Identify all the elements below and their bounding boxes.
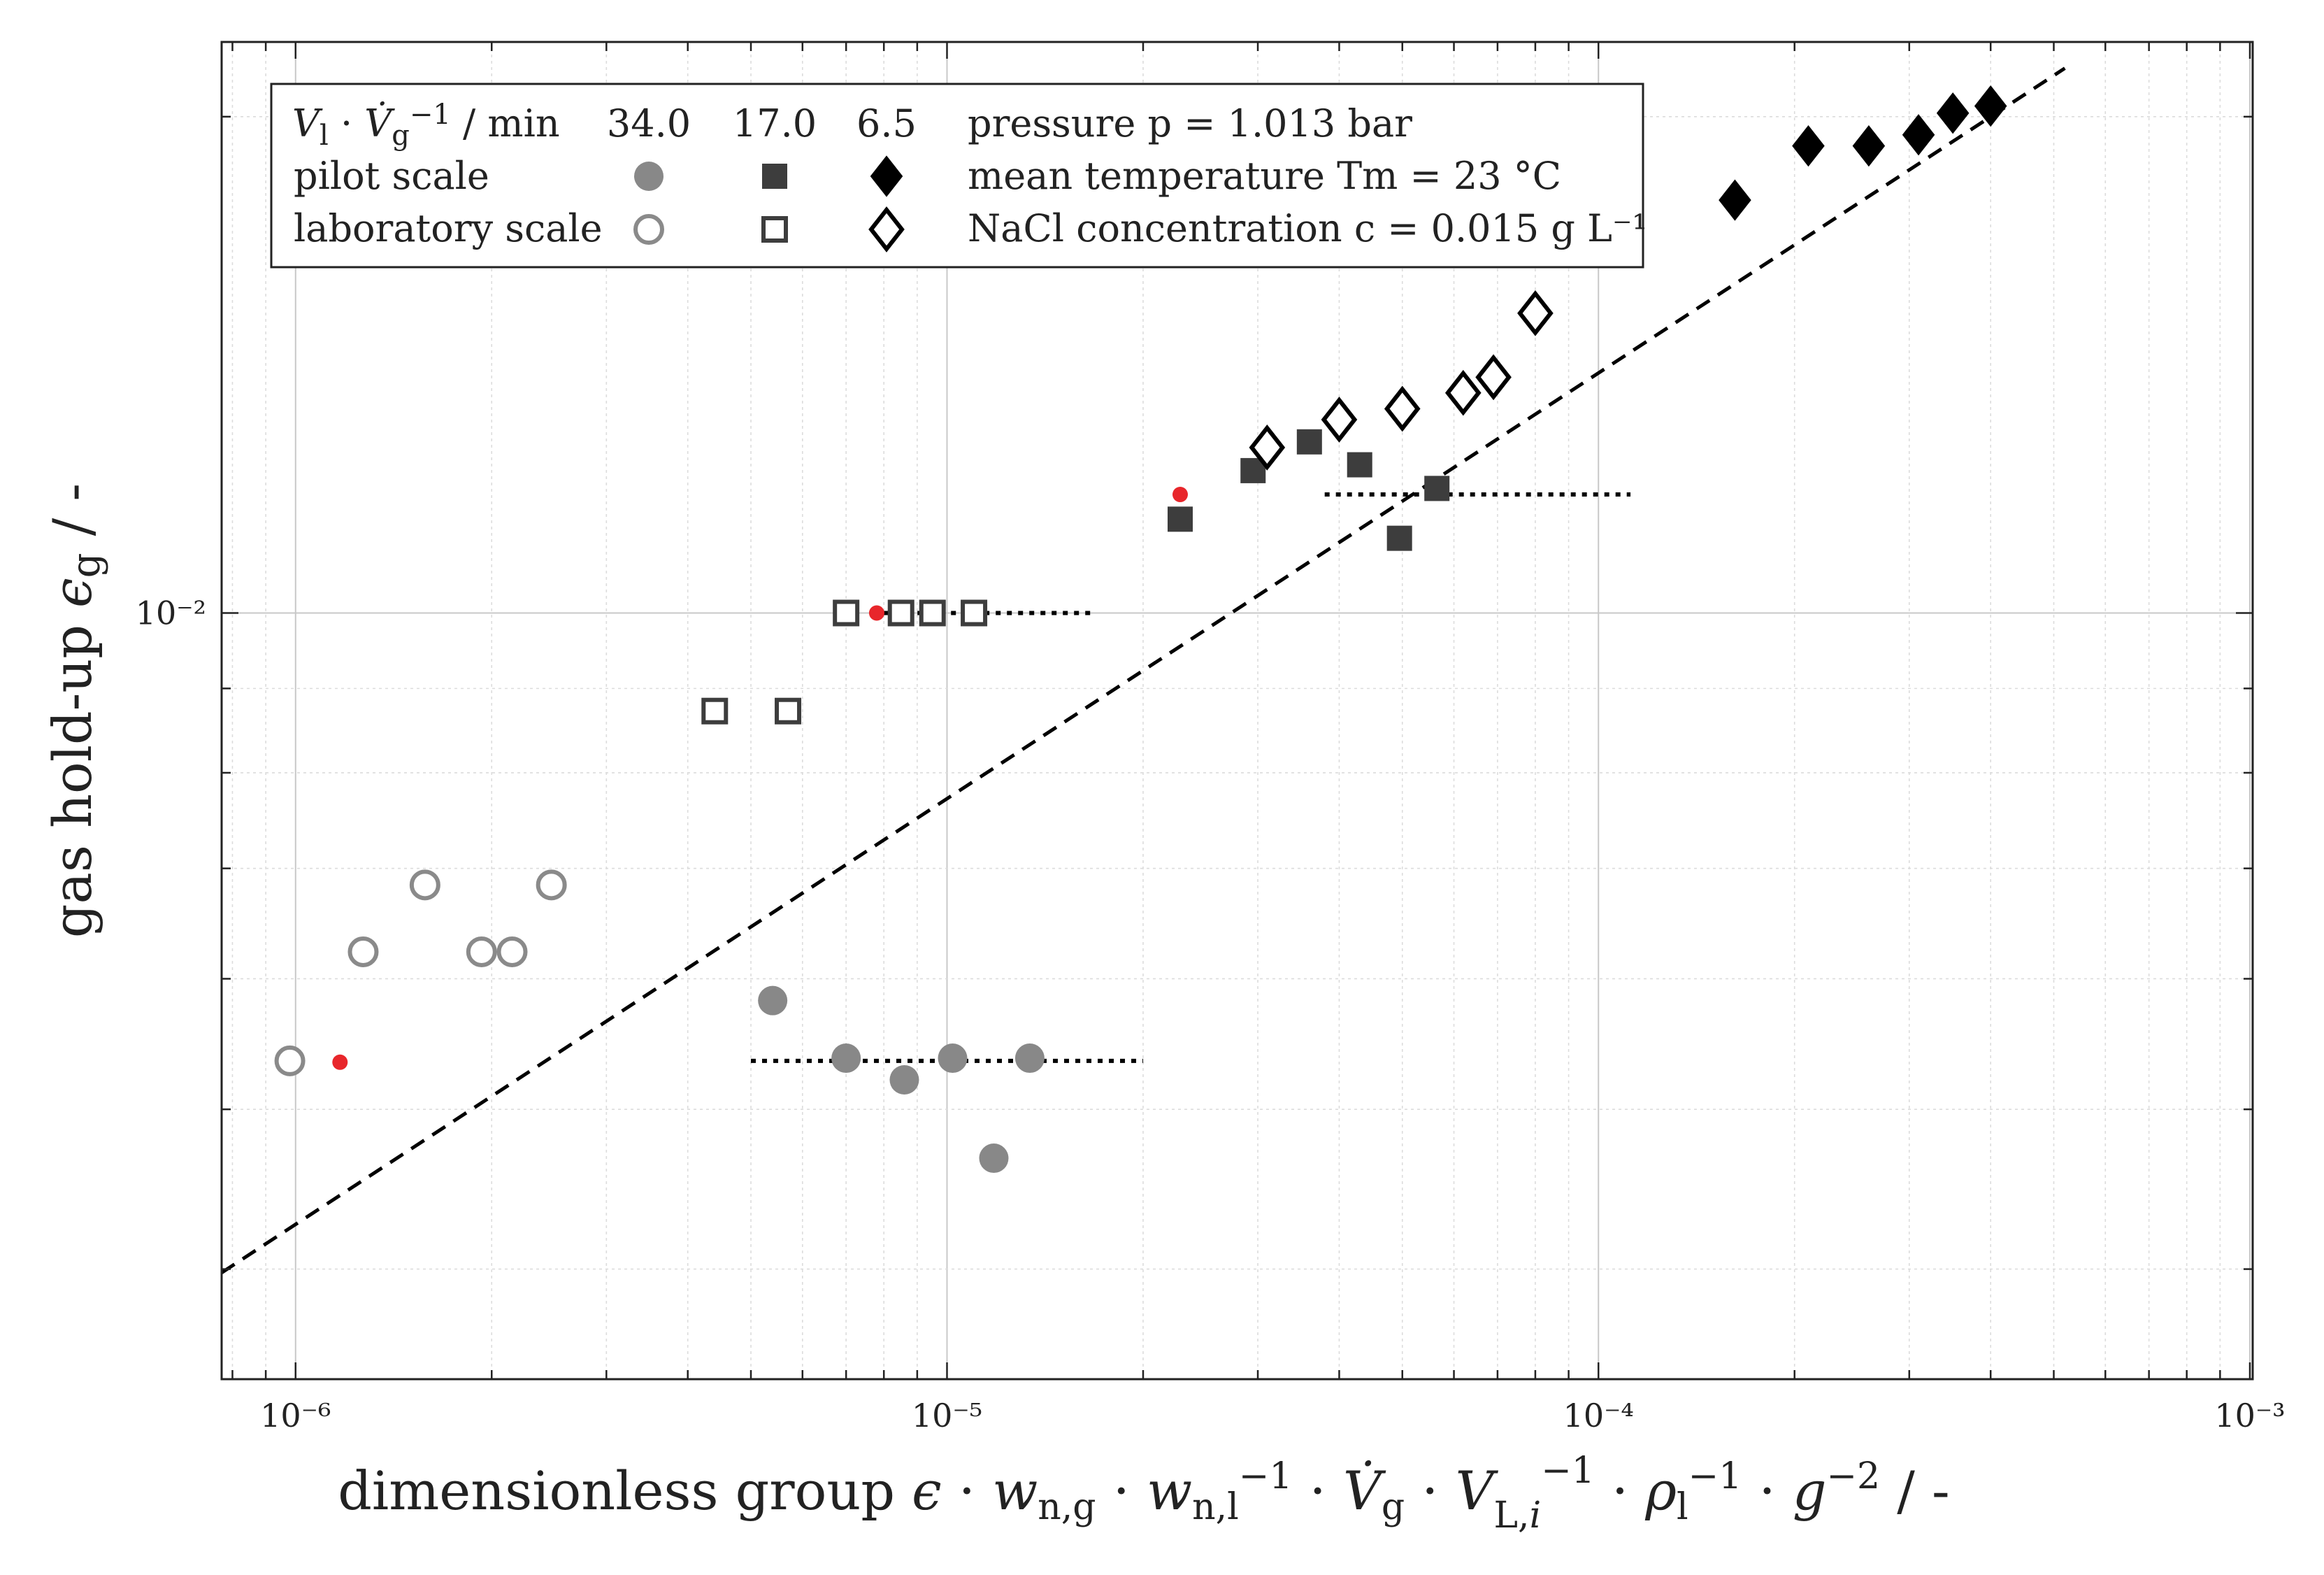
data-point	[409, 869, 440, 901]
data-point	[1296, 429, 1322, 455]
data-point	[1517, 290, 1554, 336]
data-point	[758, 985, 788, 1015]
y-tick-label: 10⁻²	[136, 594, 206, 632]
data-point	[1902, 114, 1935, 156]
legend-marker	[633, 214, 664, 245]
reference-lines	[220, 66, 2066, 1274]
legend-col-6-5: 6.5	[856, 101, 917, 145]
legend-box	[270, 83, 1644, 269]
legend-marker	[762, 164, 787, 189]
legend-marker	[870, 155, 903, 197]
legend-note-temperature: mean temperature Tm = 23 °C	[968, 154, 1561, 198]
legend-note-pressure: pressure p = 1.013 bar	[968, 101, 1412, 145]
legend-col-17: 17.0	[733, 101, 817, 145]
data-point	[1792, 125, 1825, 167]
data-point	[1936, 92, 1970, 134]
legend-marker	[634, 162, 664, 191]
data-point	[1384, 385, 1421, 432]
data-point	[887, 599, 914, 627]
highlight-point	[1172, 487, 1188, 503]
data-point	[1386, 525, 1412, 551]
x-tick-label: 10⁻⁶	[260, 1397, 331, 1434]
x-tick-label: 10⁻⁴	[1563, 1397, 1634, 1434]
x-tick-label: 10⁻⁵	[912, 1397, 982, 1434]
fit-line	[220, 66, 2066, 1274]
data-point	[938, 1043, 968, 1074]
data-point	[1424, 476, 1450, 501]
data-point	[466, 936, 497, 967]
legend-marker	[761, 216, 788, 243]
data-point	[1249, 425, 1286, 471]
data-point	[833, 599, 860, 627]
y-axis-title: gas hold-up ϵg / -	[41, 483, 109, 938]
legend: Vl · V̇g−1 / min 34.0 17.0 6.5 pilot sca…	[270, 83, 1647, 269]
data-point	[961, 599, 988, 627]
data-point	[1974, 85, 2007, 127]
data-point	[1347, 452, 1372, 478]
data-point	[1475, 354, 1512, 401]
x-tick-label: 10⁻³	[2214, 1397, 2285, 1434]
data-point	[701, 697, 729, 725]
data-points	[274, 85, 2007, 1174]
tick-labels: 10⁻⁶ 10⁻⁵ 10⁻⁴ 10⁻³ 10⁻²	[136, 594, 2286, 1434]
legend-row-laboratory: laboratory scale	[294, 206, 603, 250]
legend-row-pilot: pilot scale	[294, 154, 489, 198]
data-point	[1321, 397, 1358, 443]
data-point	[775, 697, 802, 725]
legend-col-34: 34.0	[607, 101, 691, 145]
x-axis-title: dimensionless group ϵ · wn,g · wn,l−1 · …	[338, 1450, 1949, 1537]
data-point	[536, 869, 567, 901]
data-point	[1719, 179, 1751, 221]
data-point	[889, 1065, 919, 1095]
data-point	[979, 1143, 1009, 1174]
data-point	[919, 599, 946, 627]
axis-ticks	[222, 42, 2253, 1379]
legend-header: Vl · V̇g−1 / min	[292, 99, 560, 152]
data-point	[347, 936, 379, 967]
highlight-point	[332, 1054, 348, 1070]
legend-marker	[868, 206, 905, 252]
highlight-point	[868, 605, 884, 621]
legend-markers	[633, 155, 905, 252]
legend-note-concentration: NaCl concentration c = 0.015 g L⁻¹	[968, 206, 1647, 250]
data-point	[274, 1045, 306, 1076]
data-point	[831, 1043, 861, 1074]
data-point	[1852, 125, 1886, 167]
data-point	[1444, 369, 1482, 416]
plot-frame	[220, 41, 2254, 1381]
data-point	[1014, 1043, 1045, 1074]
data-point	[496, 936, 528, 967]
data-point	[1167, 506, 1193, 532]
